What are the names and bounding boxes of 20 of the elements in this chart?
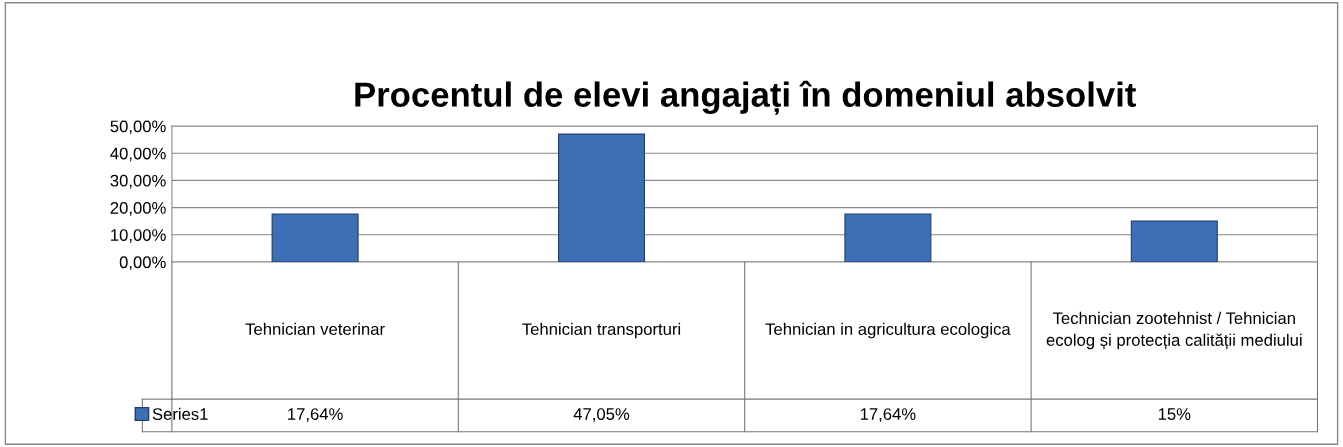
- bar: [844, 213, 932, 262]
- x-tick-label: Tehnician veterinar: [245, 322, 385, 336]
- x-tick-label: Tehnician transporturi: [522, 322, 681, 339]
- x-tick-label: Technician zootehnist / Tehnician ecolog și protecția calității mediului: [1046, 311, 1302, 350]
- data-label: 47,05%: [573, 408, 630, 422]
- bar: [271, 213, 359, 262]
- y-tick-label: 40,00%: [110, 147, 166, 162]
- data-label: 17,64%: [288, 408, 343, 422]
- x-tick-label: Tehnician in agricultura ecologica: [765, 322, 1011, 339]
- chart-title: Procentul de elevi angajați în domeniul absolvit: [355, 80, 1136, 115]
- y-tick-label: 50,00%: [110, 120, 166, 135]
- y-tick-label: 20,00%: [110, 201, 166, 216]
- bar: [557, 133, 646, 262]
- y-tick-label: 30,00%: [110, 174, 166, 189]
- data-label: 15%: [1158, 408, 1191, 420]
- y-tick-label: 0,00%: [119, 256, 166, 271]
- bar: [1130, 220, 1218, 262]
- legend-label: Series1: [152, 407, 208, 420]
- data-label: 17,64%: [860, 408, 916, 422]
- y-tick-label: 10,00%: [111, 229, 166, 243]
